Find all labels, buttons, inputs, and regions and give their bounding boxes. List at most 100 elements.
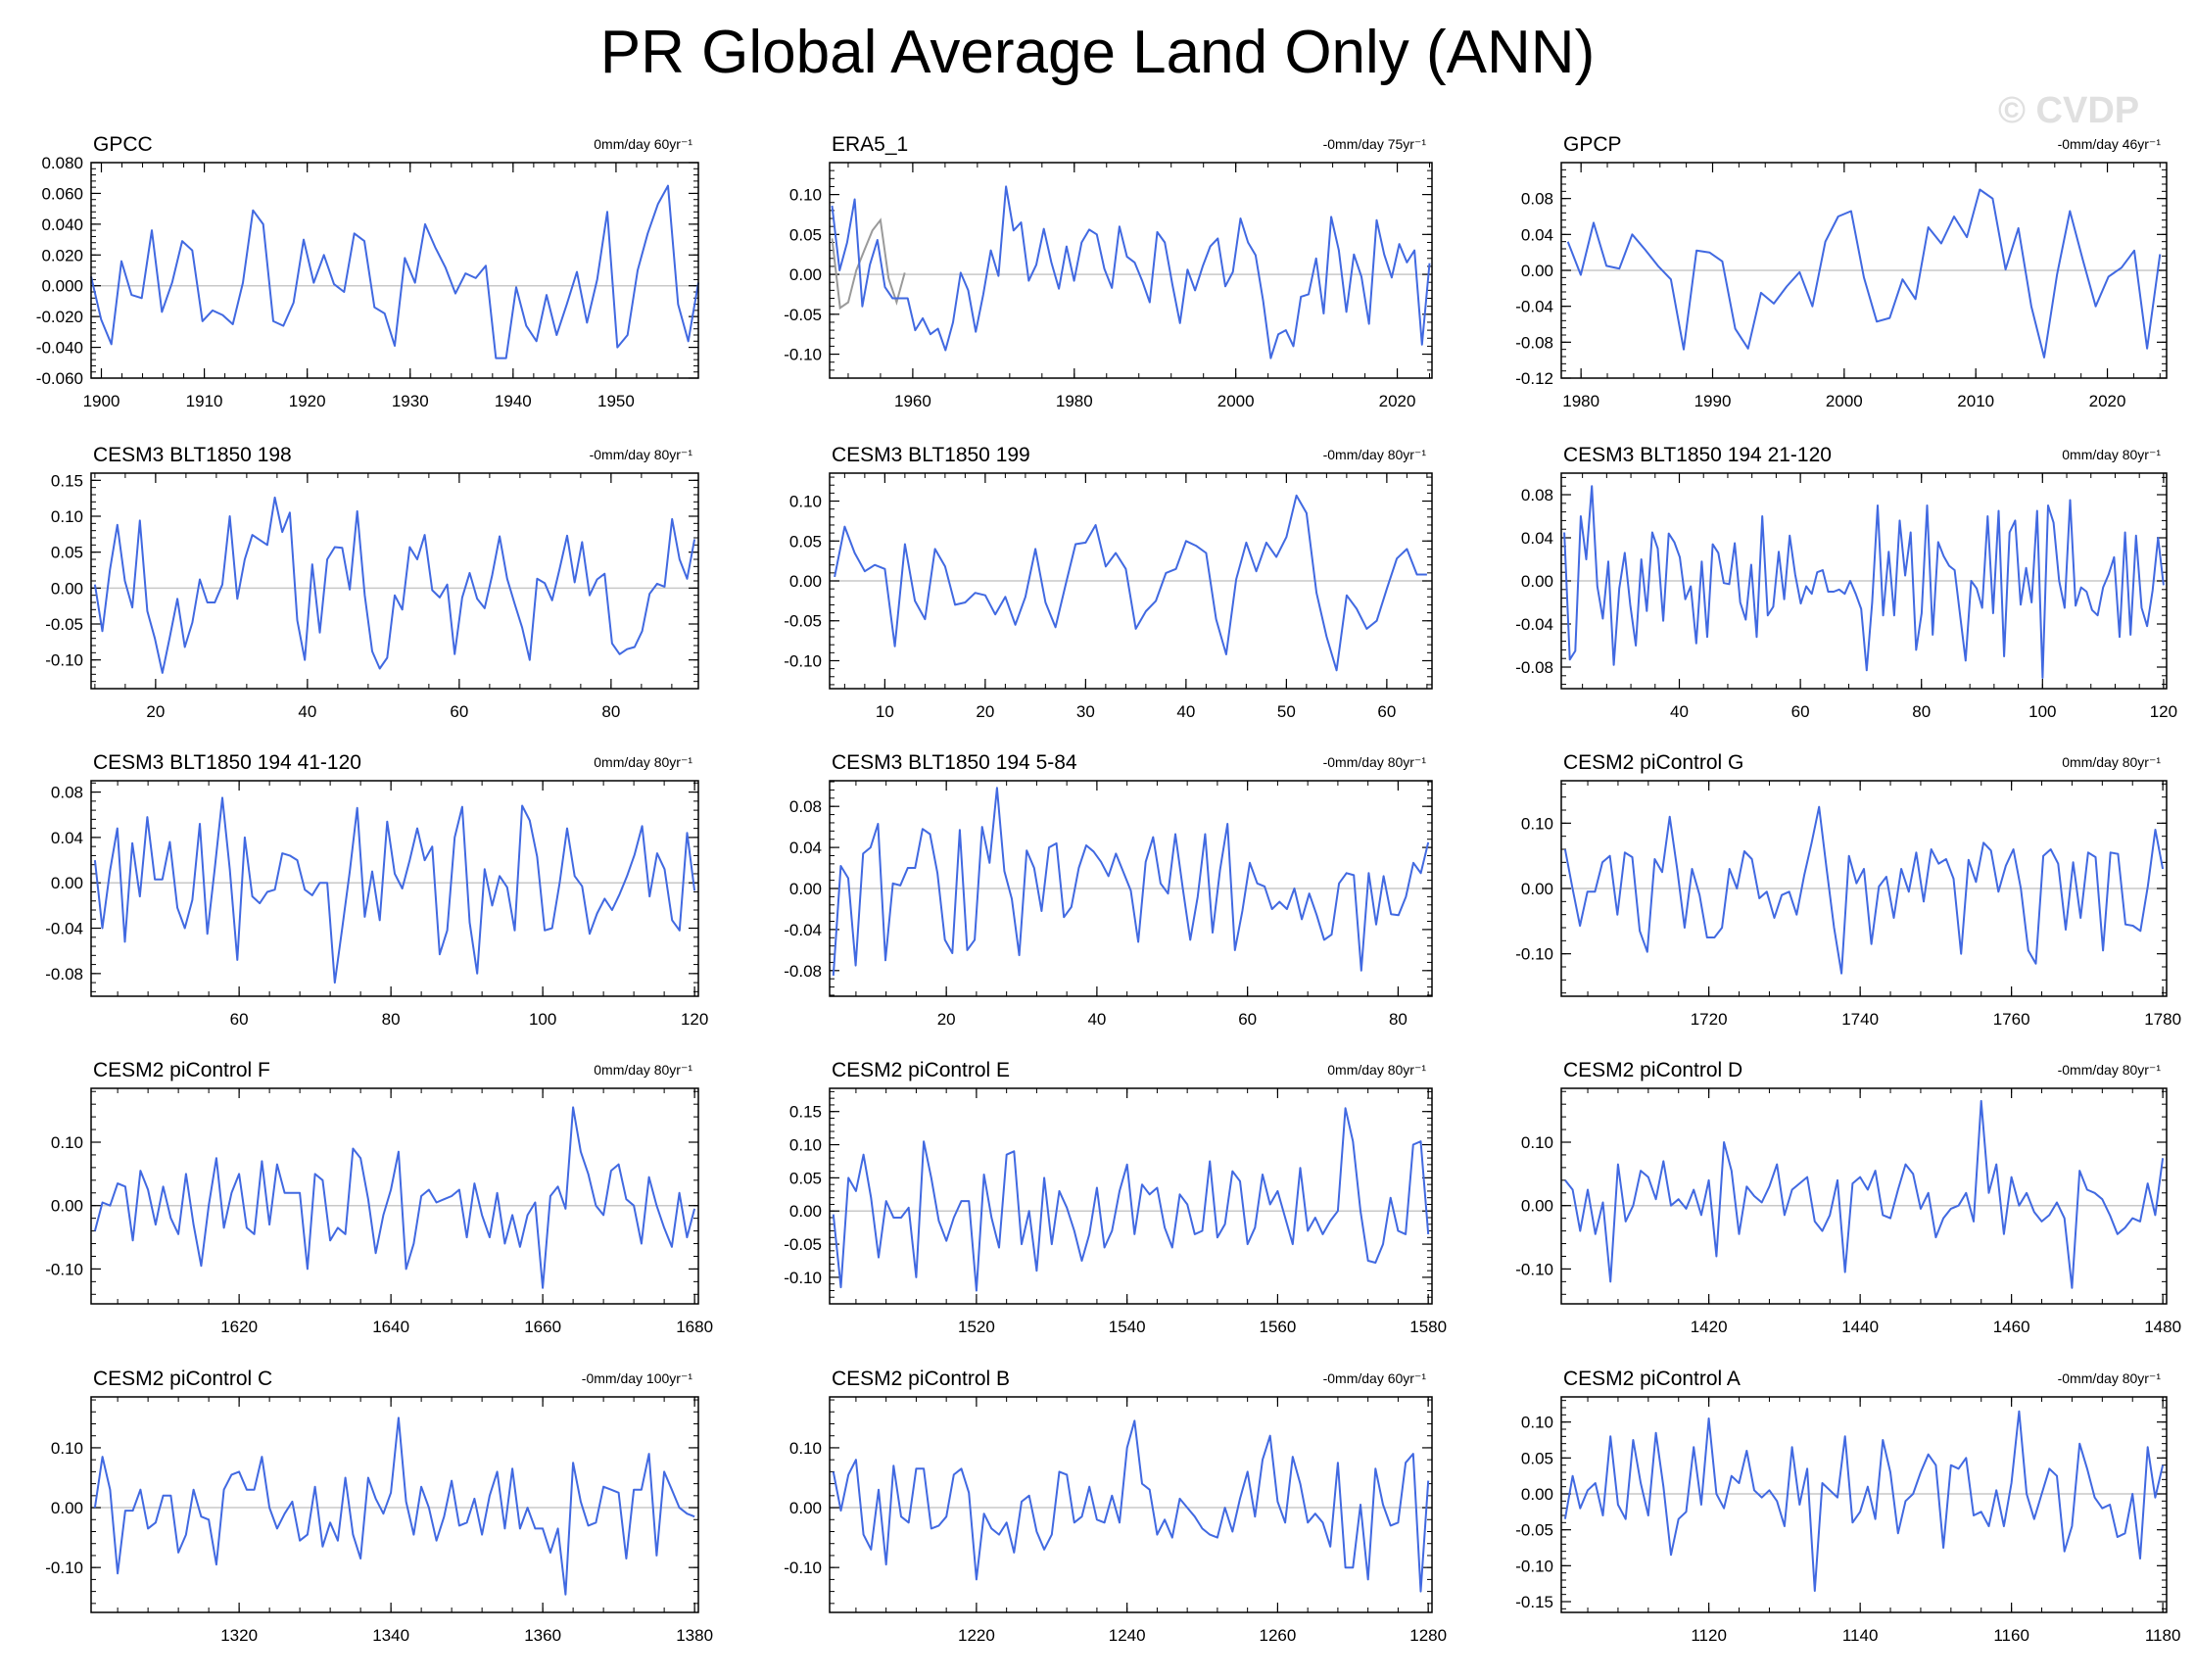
x-tick-label: 1440 — [1841, 1318, 1879, 1336]
plot-frame — [90, 780, 699, 997]
chart-panel: GPCC 0mm/day 60yr⁻¹ -0.060 -0.040 -0.020 0.00… — [36, 133, 699, 410]
x-tick-label: 1660 — [524, 1318, 561, 1336]
trend-label: 0mm/day 60yr⁻¹ — [594, 136, 692, 152]
x-tick-label: 2020 — [1379, 392, 1416, 410]
x-tick-label: 40 — [1176, 702, 1195, 721]
y-tick-label: -0.04 — [45, 920, 83, 938]
y-tick-label: 0.04 — [789, 839, 822, 857]
y-tick-label: 0.00 — [789, 880, 822, 898]
y-tick-label: -0.05 — [1515, 1521, 1553, 1540]
series-line — [1564, 1099, 2165, 1289]
chart-title: CESM3 BLT1850 194 21-120 — [1563, 444, 1832, 466]
x-tick-label: 40 — [1670, 702, 1689, 721]
trend-label: 0mm/day 80yr⁻¹ — [2062, 754, 2161, 770]
x-tick-label: 100 — [2028, 702, 2056, 721]
series-line — [832, 1419, 1430, 1593]
chart-title: CESM2 piControl B — [832, 1368, 1010, 1390]
y-tick-label: -0.05 — [784, 1235, 822, 1254]
chart-panel: CESM3 BLT1850 194 21-120 0mm/day 80yr⁻¹ -0… — [1515, 444, 2177, 721]
chart-panel: CESM2 piControl A -0mm/day 80yr⁻¹ -0.15 -0.… — [1515, 1368, 2180, 1645]
plot-frame — [1560, 780, 2168, 997]
plot-frame — [90, 472, 699, 690]
trend-label: -0mm/day 80yr⁻¹ — [1323, 447, 1427, 462]
series-line — [93, 796, 696, 984]
x-tick-label: 1720 — [1691, 1010, 1728, 1029]
plot-frame — [90, 162, 699, 379]
y-tick-label: 0.10 — [51, 507, 83, 526]
x-tick-label: 2010 — [1957, 392, 1994, 410]
plot-frame — [1560, 1396, 2168, 1613]
x-tick-label: 1180 — [2145, 1626, 2181, 1645]
y-tick-label: 0.000 — [41, 277, 83, 296]
x-tick-label: 1740 — [1841, 1010, 1879, 1029]
x-tick-label: 1340 — [372, 1626, 409, 1645]
x-tick-label: 1580 — [1409, 1318, 1447, 1336]
plot-frame — [829, 162, 1433, 379]
x-tick-label: 100 — [529, 1010, 556, 1029]
y-tick-label: 0.08 — [789, 797, 822, 816]
y-tick-label: 0.040 — [41, 216, 83, 234]
x-tick-label: 1480 — [2144, 1318, 2181, 1336]
trend-label: 0mm/day 80yr⁻¹ — [594, 754, 692, 770]
x-tick-label: 1240 — [1109, 1626, 1146, 1645]
x-tick-label: 60 — [1377, 702, 1396, 721]
x-tick-label: 120 — [2150, 702, 2177, 721]
x-tick-label: 1780 — [2144, 1010, 2181, 1029]
x-tick-label: 1560 — [1259, 1318, 1296, 1336]
y-tick-label: 0.04 — [1521, 225, 1553, 244]
series-line — [831, 185, 1431, 360]
chart-panel: CESM3 BLT1850 194 41-120 0mm/day 80yr⁻¹ -0… — [45, 751, 708, 1029]
x-tick-label: 1920 — [289, 392, 326, 410]
y-tick-label: 0.00 — [51, 579, 83, 598]
y-tick-label: 0.10 — [51, 1133, 83, 1152]
series-line — [93, 1106, 696, 1289]
series-line — [832, 787, 1430, 977]
series-line — [93, 496, 696, 674]
y-tick-label: -0.04 — [1515, 615, 1553, 634]
trend-label: -0mm/day 100yr⁻¹ — [582, 1370, 693, 1386]
x-tick-label: 80 — [1389, 1010, 1408, 1029]
series-line — [832, 1107, 1430, 1292]
x-tick-label: 1460 — [1993, 1318, 2030, 1336]
y-tick-label: -0.10 — [784, 1559, 822, 1577]
y-tick-label: 0.00 — [789, 572, 822, 591]
x-tick-label: 1980 — [1056, 392, 1093, 410]
x-tick-label: 1990 — [1694, 392, 1732, 410]
x-tick-label: 1620 — [220, 1318, 258, 1336]
x-tick-label: 80 — [382, 1010, 401, 1029]
chart-panel: CESM2 piControl D -0mm/day 80yr⁻¹ -0.10 0.0… — [1515, 1059, 2181, 1336]
y-tick-label: -0.12 — [1515, 369, 1553, 388]
page-title: PR Global Average Land Only (ANN) — [599, 19, 1596, 86]
plot-frame — [1560, 472, 2168, 690]
y-tick-label: 0.020 — [41, 246, 83, 264]
y-tick-label: -0.15 — [1515, 1593, 1553, 1611]
x-tick-label: 60 — [230, 1010, 249, 1029]
trend-label: 0mm/day 80yr⁻¹ — [594, 1062, 692, 1078]
y-tick-label: 0.00 — [1521, 262, 1553, 280]
chart-panel: CESM2 piControl G 0mm/day 80yr⁻¹ -0.10 0.00… — [1515, 751, 2181, 1029]
chart-title: CESM2 piControl D — [1563, 1059, 1742, 1081]
y-tick-label: 0.080 — [41, 154, 83, 172]
x-tick-label: 60 — [450, 702, 468, 721]
y-tick-label: -0.05 — [784, 306, 822, 324]
x-tick-label: 1950 — [597, 392, 635, 410]
x-tick-label: 1940 — [495, 392, 532, 410]
chart-panel: CESM2 piControl C -0mm/day 100yr⁻¹ -0.10 0.… — [45, 1368, 713, 1645]
x-tick-label: 1760 — [1993, 1010, 2030, 1029]
y-tick-label: -0.10 — [45, 1559, 83, 1577]
y-tick-label: 0.00 — [1521, 1197, 1553, 1216]
trend-label: 0mm/day 80yr⁻¹ — [2062, 447, 2161, 462]
y-tick-label: 0.05 — [1521, 1449, 1553, 1467]
chart-panel: CESM2 piControl F 0mm/day 80yr⁻¹ -0.10 0.00… — [45, 1059, 713, 1336]
chart-title: GPCC — [93, 133, 153, 156]
y-tick-label: -0.10 — [1515, 1557, 1553, 1575]
y-tick-label: -0.060 — [36, 369, 83, 388]
x-tick-label: 40 — [298, 702, 316, 721]
series-line — [93, 1416, 695, 1596]
y-tick-label: 0.060 — [41, 184, 83, 203]
y-tick-label: -0.10 — [784, 651, 822, 670]
y-tick-label: 0.10 — [789, 1136, 822, 1155]
plot-frame — [829, 1396, 1433, 1613]
plot-frame — [829, 780, 1433, 997]
